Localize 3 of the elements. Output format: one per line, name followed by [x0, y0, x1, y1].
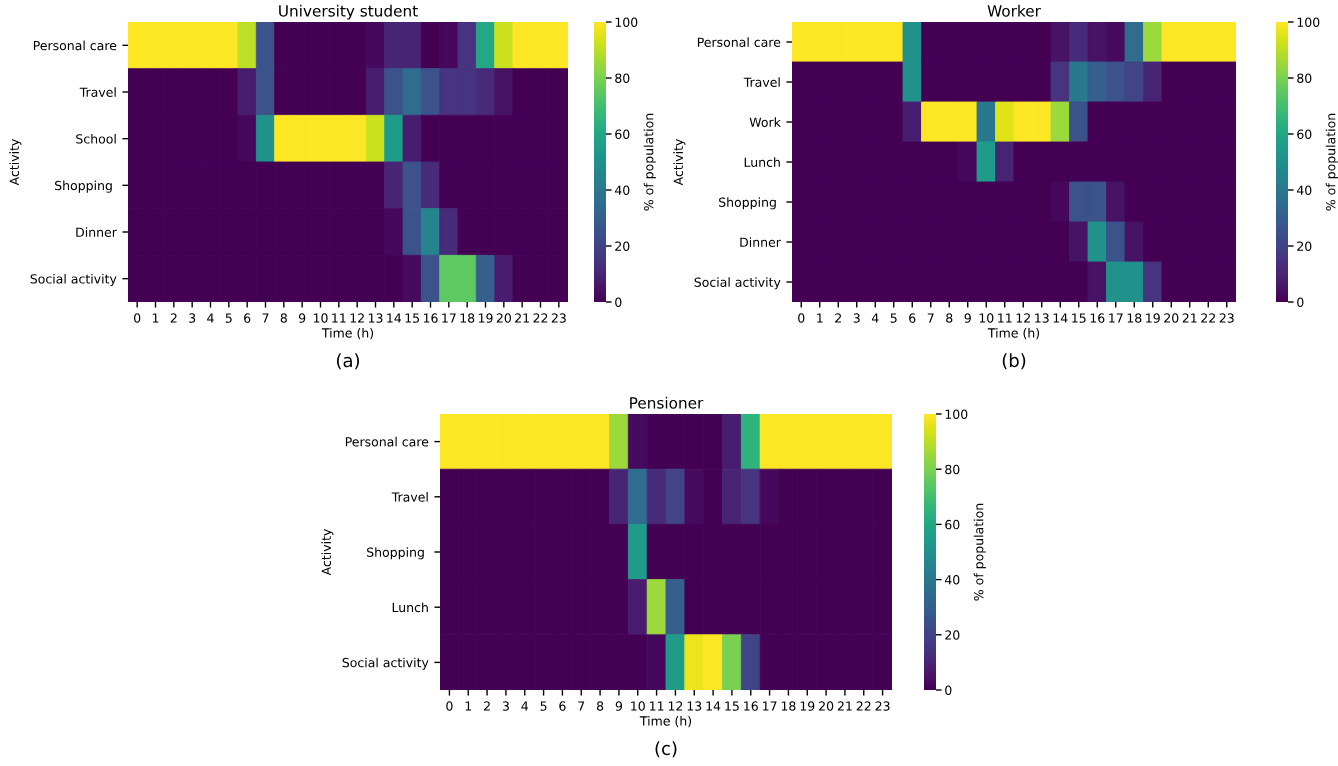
text: (a): [336, 353, 360, 370]
text: (b): [1002, 353, 1026, 370]
text: (c): [655, 741, 677, 758]
